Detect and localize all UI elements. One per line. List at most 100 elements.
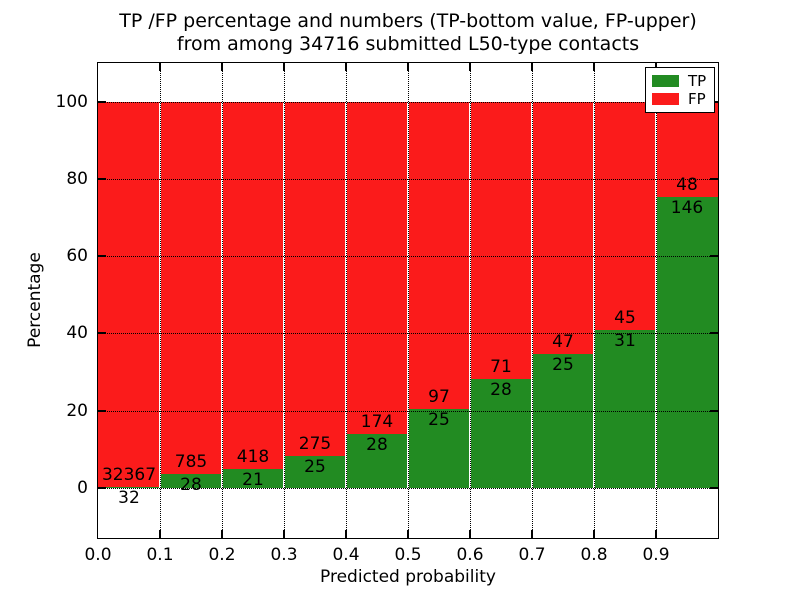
- plot-area: 32367 32 785 28 418 21 275 25 174 28 97 25 71 28 47 25 4…: [98, 63, 718, 538]
- y-tick-label-0: 0: [77, 477, 88, 498]
- bar-label-tp-0.7: 25: [552, 354, 574, 375]
- tick-x-bottom-0.3: [283, 530, 285, 538]
- gridline-x-0.9: [656, 63, 657, 538]
- y-tick-label-60: 60: [66, 246, 88, 267]
- bar-label-fp-0.1: 785: [174, 452, 208, 473]
- gridline-x-0.7: [532, 63, 533, 538]
- tick-x-top-0.4: [345, 63, 347, 71]
- legend: TP FP: [645, 67, 715, 113]
- tick-y-right-60: [710, 255, 718, 258]
- tick-x-top-0.8: [593, 63, 595, 71]
- x-tick-label-0.2: 0.2: [208, 545, 236, 565]
- bar-label-tp-0.2: 21: [242, 470, 264, 491]
- bar-label-tp-0.3: 25: [304, 456, 326, 477]
- tick-y-right-0: [710, 486, 718, 489]
- bar-fp-0.6: [471, 101, 531, 379]
- bar-tp-0.9: [657, 197, 718, 488]
- bar-label-fp-0.6: 71: [490, 356, 512, 377]
- gridline-x-0.4: [346, 63, 347, 538]
- x-tick-label-0.3: 0.3: [270, 545, 298, 565]
- tick-x-bottom-0.5: [407, 530, 409, 538]
- gridline-x-0.3: [284, 63, 285, 538]
- x-tick-label-0.5: 0.5: [394, 545, 422, 565]
- legend-item-tp: TP: [652, 73, 708, 89]
- tick-y-left-100: [98, 100, 106, 103]
- bar-tp-0.7: [533, 353, 593, 488]
- gridline-x-0.2: [222, 63, 223, 538]
- bar-tp-0.5: [409, 408, 469, 488]
- bar-label-fp-0.4: 174: [360, 412, 394, 433]
- bar-label-tp-0.5: 25: [428, 409, 450, 430]
- tick-x-top-0.6: [469, 63, 471, 71]
- y-tick-label-100: 100: [55, 91, 88, 112]
- tick-x-bottom-0.1: [159, 530, 161, 538]
- bar-tp-0.3: [285, 455, 345, 488]
- tick-x-top-0.3: [283, 63, 285, 71]
- bar-label-fp-0.5: 97: [428, 386, 450, 407]
- y-tick-label-40: 40: [66, 323, 88, 344]
- bar-fp-0.8: [595, 101, 655, 331]
- bar-label-fp-0.3: 275: [298, 433, 332, 454]
- legend-tp-label: TP: [688, 71, 707, 90]
- x-tick-label-0.6: 0.6: [456, 545, 484, 565]
- bar-label-fp-0.0: 32367: [101, 465, 157, 486]
- bar-label-tp-0.6: 28: [490, 379, 512, 400]
- tick-x-bottom-0.8: [593, 530, 595, 538]
- tick-y-right-20: [710, 409, 718, 412]
- gridline-x-0.1: [160, 63, 161, 538]
- bar-tp-0.4: [347, 434, 407, 488]
- legend-tp-swatch-icon: [652, 74, 679, 87]
- bar-label-fp-0.2: 418: [236, 447, 270, 468]
- tick-x-top-0.7: [531, 63, 533, 71]
- legend-fp-swatch-icon: [652, 93, 679, 106]
- bar-tp-0.2: [223, 469, 283, 488]
- tick-y-left-60: [98, 255, 106, 258]
- x-tick-label-0.4: 0.4: [332, 545, 360, 565]
- tick-y-right-80: [710, 177, 718, 180]
- x-tick-label-0.9: 0.9: [642, 545, 670, 565]
- bar-fp-0.3: [285, 101, 345, 456]
- tick-x-bottom-0.9: [655, 530, 657, 538]
- bar-tp-0.1: [161, 474, 221, 488]
- gridline-x-0.5: [408, 63, 409, 538]
- bar-fp-0.2: [223, 101, 283, 470]
- bar-label-tp-0.4: 28: [366, 435, 388, 456]
- tick-x-bottom-0.4: [345, 530, 347, 538]
- bar-fp-0.0: [98, 101, 159, 488]
- bar-label-tp-0.1: 28: [180, 475, 202, 496]
- tick-y-left-40: [98, 332, 106, 335]
- tick-x-bottom-0.7: [531, 530, 533, 538]
- tick-y-left-80: [98, 177, 106, 180]
- bar-label-fp-0.8: 45: [614, 308, 636, 329]
- y-tick-label-20: 20: [66, 400, 88, 421]
- x-tick-label-0.8: 0.8: [580, 545, 608, 565]
- bar-fp-0.5: [409, 101, 469, 409]
- chart-title-line1: TP /FP percentage and numbers (TP-bottom…: [119, 10, 697, 32]
- bar-label-fp-0.9: 48: [676, 175, 698, 196]
- tick-x-top-0.1: [159, 63, 161, 71]
- chart-title-line2: from among 34716 submitted L50-type cont…: [176, 33, 640, 55]
- tick-y-right-40: [710, 332, 718, 335]
- bar-fp-0.9: [657, 101, 718, 198]
- bar-label-fp-0.7: 47: [552, 331, 574, 352]
- bar-label-tp-0.0: 32: [118, 488, 140, 509]
- bar-tp-0.6: [471, 378, 531, 488]
- tick-x-bottom-0.2: [221, 530, 223, 538]
- tick-y-left-20: [98, 409, 106, 412]
- bar-label-tp-0.8: 31: [614, 331, 636, 352]
- bar-fp-0.1: [161, 101, 221, 475]
- tick-y-left-0: [98, 486, 106, 489]
- chart-title: TP /FP percentage and numbers (TP-bottom…: [98, 10, 718, 56]
- y-axis-label: Percentage: [25, 252, 45, 348]
- tick-x-bottom-0.6: [469, 530, 471, 538]
- bar-label-tp-0.9: 146: [670, 198, 704, 219]
- x-tick-label-0.1: 0.1: [146, 545, 174, 565]
- x-tick-label-0.0: 0.0: [84, 545, 112, 565]
- tick-x-top-0.2: [221, 63, 223, 71]
- x-axis-label: Predicted probability: [320, 567, 496, 587]
- bar-fp-0.4: [347, 101, 407, 435]
- y-tick-label-80: 80: [66, 168, 88, 189]
- bar-tp-0.8: [595, 330, 655, 488]
- legend-fp-label: FP: [688, 90, 706, 109]
